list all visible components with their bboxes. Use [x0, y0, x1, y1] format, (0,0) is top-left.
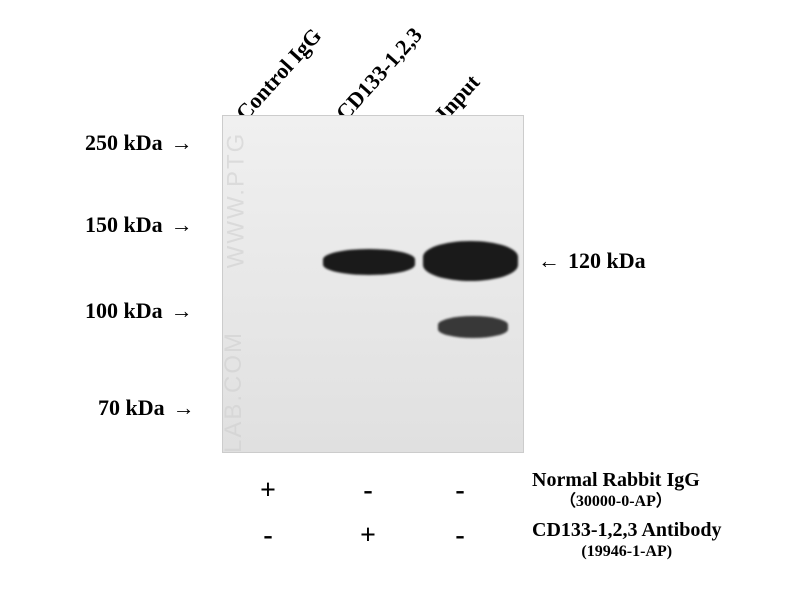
- band-input-lower: [438, 316, 508, 338]
- pm-row2-c2: +: [353, 520, 383, 552]
- western-blot: WWW.PTG LAB.COM: [222, 115, 524, 453]
- ab-normal-rabbit-sub: （30000-0-AP）: [532, 492, 700, 511]
- figure-container: Control IgG CD133-1,2,3 Input 250 kDa → …: [0, 0, 800, 600]
- arrow-right-icon: →: [171, 212, 193, 238]
- band-cd133-120kda: [323, 249, 415, 275]
- antibody-label-normal-rabbit: Normal Rabbit IgG （30000-0-AP）: [532, 468, 700, 511]
- mw-marker-70-text: 70 kDa: [98, 395, 165, 421]
- mw-marker-70: 70 kDa →: [98, 395, 195, 421]
- arrow-right-icon: →: [171, 298, 193, 324]
- watermark-bottom: LAB.COM: [222, 331, 248, 453]
- ab-cd133-sub: (19946-1-AP): [532, 542, 721, 561]
- arrow-left-icon: ←: [538, 248, 560, 274]
- band-label-text: 120 kDa: [568, 248, 646, 274]
- band-label-120kda: ← 120 kDa: [538, 248, 646, 274]
- arrow-right-icon: →: [171, 130, 193, 156]
- ab-normal-rabbit-main: Normal Rabbit IgG: [532, 468, 700, 492]
- arrow-right-icon: →: [173, 395, 195, 421]
- column-label-control: Control IgG: [231, 23, 327, 126]
- mw-marker-100-text: 100 kDa: [85, 298, 163, 324]
- watermark-top: WWW.PTG: [222, 132, 250, 269]
- mw-marker-150: 150 kDa →: [85, 212, 193, 238]
- pm-row1-c2: -: [353, 475, 383, 507]
- pm-row2-c3: -: [445, 520, 475, 552]
- blot-inner: WWW.PTG LAB.COM: [223, 116, 523, 452]
- column-label-cd133: CD133-1,2,3: [331, 22, 428, 126]
- band-input-120kda: [423, 241, 518, 281]
- pm-row1-c3: -: [445, 475, 475, 507]
- mw-marker-150-text: 150 kDa: [85, 212, 163, 238]
- pm-row1-c1: +: [253, 475, 283, 507]
- mw-marker-250: 250 kDa →: [85, 130, 193, 156]
- ab-cd133-main: CD133-1,2,3 Antibody: [532, 518, 721, 542]
- mw-marker-250-text: 250 kDa: [85, 130, 163, 156]
- antibody-label-cd133: CD133-1,2,3 Antibody (19946-1-AP): [532, 518, 721, 561]
- mw-marker-100: 100 kDa →: [85, 298, 193, 324]
- pm-row2-c1: -: [253, 520, 283, 552]
